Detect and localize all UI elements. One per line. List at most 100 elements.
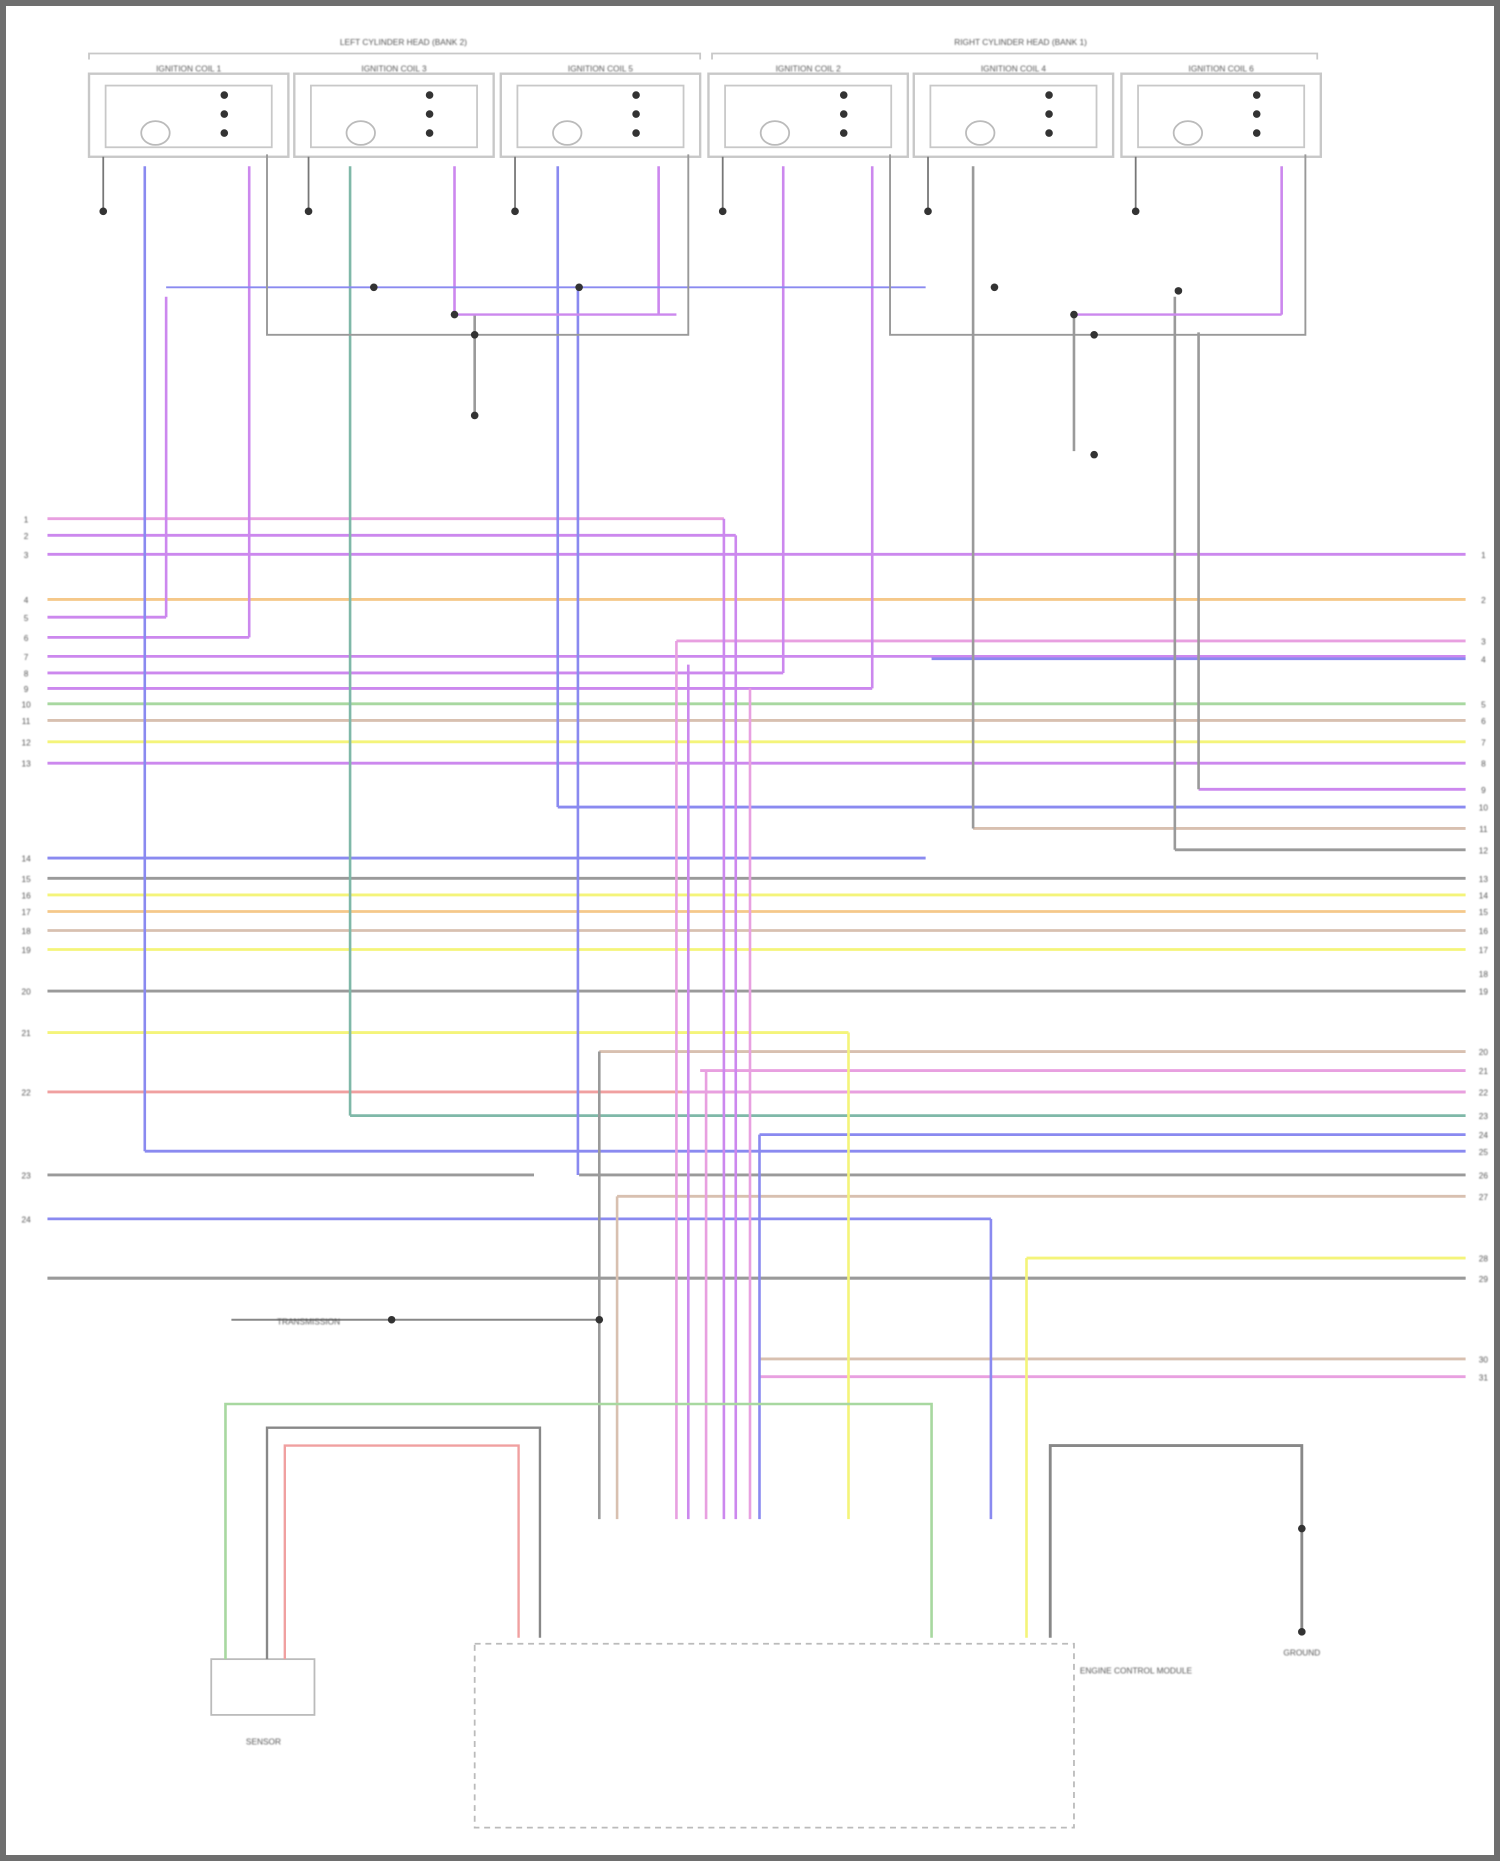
- left-pin-number: 12: [21, 737, 31, 747]
- ecm-box: [473, 1642, 1075, 1829]
- right-pin-number: 12: [1479, 845, 1489, 855]
- ignition-coil-box: [707, 72, 910, 158]
- coil-label: IGNITION COIL 2: [776, 63, 842, 73]
- right-bank-bracket: [711, 52, 1319, 60]
- sensor-wire: [265, 1426, 542, 1660]
- coil-terminal-dot: [632, 129, 640, 137]
- right-pin-number: 7: [1481, 737, 1486, 747]
- coil-connector-icon: [965, 120, 996, 146]
- splice-dot: [450, 310, 459, 319]
- right-pin-number: 26: [1479, 1171, 1489, 1181]
- right-pin-number: 23: [1479, 1111, 1489, 1121]
- right-pin-number: 5: [1481, 699, 1486, 709]
- coil-terminal-dot: [1252, 91, 1261, 99]
- right-pin-number: 19: [1479, 987, 1489, 997]
- coil-terminal-dot: [425, 129, 434, 137]
- left-pin-number: 13: [21, 759, 31, 769]
- splice-dot: [1298, 1524, 1306, 1533]
- right-pin-number: 21: [1479, 1066, 1489, 1076]
- coil-bus: [266, 154, 690, 336]
- ignition-coil-inner: [1137, 84, 1306, 149]
- coil-label: IGNITION COIL 4: [981, 63, 1047, 73]
- splice-dot: [1174, 287, 1183, 295]
- left-pin-number: 7: [24, 652, 29, 662]
- left-pin-number: 3: [24, 550, 29, 560]
- right-pin-number: 6: [1481, 716, 1486, 726]
- splice-dot: [595, 1315, 604, 1324]
- left-pin-number: 9: [24, 684, 29, 694]
- ground-dot: [718, 207, 727, 216]
- left-pin-number: 23: [21, 1171, 31, 1181]
- ground-dot: [1131, 207, 1140, 216]
- right-pin-number: 1: [1481, 550, 1486, 560]
- left-pin-number: 8: [24, 669, 29, 679]
- ecm-label: ENGINE CONTROL MODULE: [1080, 1665, 1193, 1675]
- right-pin-number: 4: [1481, 654, 1486, 664]
- ground-dot: [304, 207, 313, 216]
- sensor-box: [210, 1658, 316, 1716]
- ignition-coil-box: [912, 72, 1115, 158]
- left-pin-number: 5: [24, 613, 29, 623]
- right-pin-number: 28: [1479, 1254, 1489, 1264]
- coil-connector-icon: [759, 120, 791, 146]
- right-bank-title: RIGHT CYLINDER HEAD (BANK 1): [954, 37, 1087, 47]
- right-pin-number: 3: [1481, 637, 1486, 647]
- right-pin-number: 25: [1479, 1147, 1489, 1157]
- coil-terminal-dot: [632, 110, 640, 118]
- ignition-coil-box: [87, 72, 290, 158]
- ignition-coil-box: [293, 72, 495, 158]
- right-pin-number: 9: [1481, 785, 1486, 795]
- left-bank-title: LEFT CYLINDER HEAD (BANK 2): [340, 37, 467, 47]
- left-pin-number: 22: [21, 1087, 31, 1097]
- connector-dot: [387, 1315, 396, 1324]
- coil-terminal-dot: [1045, 129, 1053, 137]
- ground-wire: [1048, 1444, 1304, 1638]
- splice-dot: [470, 330, 479, 339]
- splice-dot: [1070, 310, 1078, 319]
- coil-connector-icon: [1172, 120, 1204, 146]
- right-pin-number: 13: [1479, 874, 1489, 884]
- coil-terminal-dot: [220, 129, 229, 137]
- left-pin-number: 19: [21, 945, 31, 955]
- left-pin-number: 21: [21, 1028, 31, 1038]
- left-pin-number: 1: [24, 514, 29, 524]
- left-pin-number: 20: [21, 987, 31, 997]
- sensor-wire: [283, 1444, 520, 1660]
- coil-terminal-dot: [1045, 110, 1053, 118]
- right-pin-number: 22: [1479, 1087, 1489, 1097]
- transmission-label: TRANSMISSION: [277, 1316, 340, 1326]
- coil-label: IGNITION COIL 1: [156, 63, 222, 73]
- left-pin-number: 4: [24, 595, 29, 605]
- coil-connector-icon: [140, 120, 171, 146]
- coil-terminal-dot: [425, 91, 434, 99]
- left-pin-number: 6: [24, 633, 29, 643]
- splice-dot: [990, 283, 999, 292]
- left-pin-number: 11: [22, 716, 31, 726]
- ground-dot: [99, 207, 108, 216]
- coil-terminal-dot: [839, 129, 848, 137]
- left-pin-number: 10: [21, 699, 31, 709]
- coil-connector-icon: [345, 120, 376, 146]
- left-pin-number: 24: [21, 1214, 31, 1224]
- coil-terminal-dot: [220, 110, 229, 118]
- left-pin-number: 16: [21, 890, 31, 900]
- left-pin-number: 14: [21, 854, 31, 864]
- coil-label: IGNITION COIL 3: [361, 63, 427, 73]
- left-bank-bracket: [88, 52, 702, 60]
- left-pin-number: 2: [24, 531, 29, 541]
- ignition-coil-inner: [310, 84, 478, 149]
- ignition-coil-inner: [516, 84, 685, 149]
- coil-terminal-dot: [839, 91, 848, 99]
- right-pin-number: 10: [1479, 803, 1489, 813]
- left-pin-number: 15: [21, 874, 31, 884]
- right-pin-number: 8: [1481, 759, 1486, 769]
- sensor-label: SENSOR: [246, 1737, 281, 1747]
- coil-terminal-dot: [632, 91, 640, 99]
- ignition-coil-box: [1120, 72, 1322, 158]
- coil-label: IGNITION COIL 5: [568, 63, 634, 73]
- coil-terminal-dot: [839, 110, 848, 118]
- ground-label: GROUND: [1283, 1648, 1320, 1658]
- right-pin-number: 29: [1479, 1274, 1489, 1284]
- ignition-coil-inner: [929, 84, 1098, 149]
